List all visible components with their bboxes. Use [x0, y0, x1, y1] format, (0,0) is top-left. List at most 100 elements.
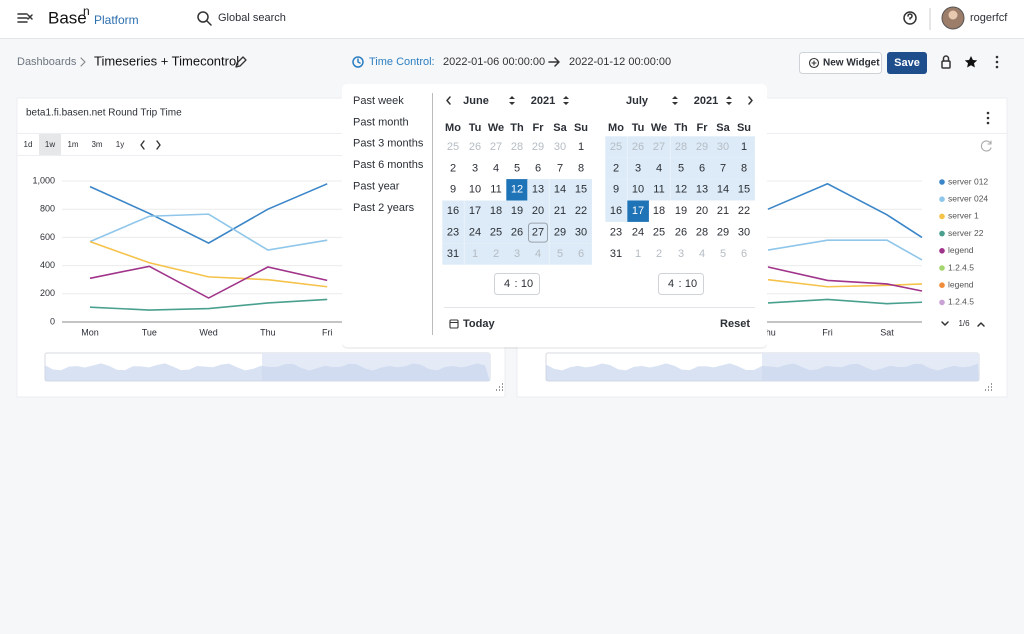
day[interactable]: 29: [696, 141, 708, 153]
preset[interactable]: Past 3 months: [353, 138, 424, 150]
day[interactable]: 28: [511, 141, 523, 153]
time-start[interactable]: 2022-01-06 00:00:00: [443, 56, 545, 68]
day[interactable]: 21: [554, 205, 566, 217]
day[interactable]: 3: [472, 162, 478, 174]
day[interactable]: 2: [613, 162, 619, 174]
day[interactable]: 29: [554, 227, 566, 239]
day[interactable]: 22: [575, 205, 587, 217]
legend-label[interactable]: legend: [948, 245, 974, 255]
select-arrows[interactable]: [509, 96, 515, 105]
month[interactable]: June: [463, 95, 489, 107]
today[interactable]: Today: [463, 318, 495, 330]
day[interactable]: 25: [490, 227, 502, 239]
day[interactable]: 13: [696, 184, 708, 196]
day[interactable]: 24: [469, 227, 481, 239]
day[interactable]: 1: [635, 248, 641, 260]
day[interactable]: 26: [469, 141, 481, 153]
day[interactable]: 23: [447, 227, 459, 239]
day[interactable]: 6: [741, 248, 747, 260]
reset[interactable]: Reset: [720, 318, 750, 330]
day[interactable]: 30: [575, 227, 587, 239]
day[interactable]: 1: [578, 141, 584, 153]
day[interactable]: 4: [535, 248, 541, 260]
legend-label[interactable]: server 024: [948, 193, 988, 203]
day[interactable]: 5: [678, 162, 684, 174]
day[interactable]: 26: [511, 227, 523, 239]
day[interactable]: 21: [717, 205, 729, 217]
day[interactable]: 25: [653, 227, 665, 239]
range-button[interactable]: 1w: [45, 140, 55, 149]
day[interactable]: 1: [472, 248, 478, 260]
day[interactable]: 30: [738, 227, 750, 239]
day[interactable]: 4: [656, 162, 662, 174]
day[interactable]: 5: [557, 248, 563, 260]
day[interactable]: 4: [493, 162, 499, 174]
day[interactable]: 22: [738, 205, 750, 217]
day[interactable]: 2: [450, 162, 456, 174]
day[interactable]: 27: [653, 141, 665, 153]
day[interactable]: 20: [696, 205, 708, 217]
range-arrows[interactable]: [140, 140, 161, 150]
day[interactable]: 15: [575, 184, 587, 196]
day[interactable]: 15: [738, 184, 750, 196]
day[interactable]: 2: [493, 248, 499, 260]
legend-next[interactable]: [977, 322, 985, 327]
save[interactable]: Save: [894, 57, 920, 69]
preset[interactable]: Past 2 years: [353, 202, 415, 214]
day[interactable]: 17: [469, 205, 481, 217]
day[interactable]: 27: [532, 227, 544, 239]
day[interactable]: 19: [675, 205, 687, 217]
day[interactable]: 30: [554, 141, 566, 153]
year[interactable]: 2021: [694, 95, 718, 107]
preset[interactable]: Past year: [353, 181, 400, 193]
time-end[interactable]: 2022-01-12 00:00:00: [569, 56, 671, 68]
search-icon[interactable]: [197, 11, 212, 26]
day[interactable]: 9: [613, 184, 619, 196]
legend-prev[interactable]: [941, 321, 949, 326]
prev-month[interactable]: [446, 96, 451, 105]
day[interactable]: 12: [675, 184, 687, 196]
range-button[interactable]: 1m: [67, 140, 78, 149]
time-input[interactable]: [494, 273, 540, 295]
day[interactable]: 25: [447, 141, 459, 153]
preset[interactable]: Past week: [353, 95, 404, 107]
year[interactable]: 2021: [531, 95, 555, 107]
day[interactable]: 3: [635, 162, 641, 174]
day[interactable]: 26: [675, 227, 687, 239]
day[interactable]: 30: [717, 141, 729, 153]
legend-label[interactable]: 1.2.4.5: [948, 262, 974, 272]
day[interactable]: 26: [632, 141, 644, 153]
day[interactable]: 16: [447, 205, 459, 217]
day[interactable]: 9: [450, 184, 456, 196]
minute[interactable]: 10: [521, 278, 533, 290]
day[interactable]: 14: [554, 184, 566, 196]
day[interactable]: 8: [741, 162, 747, 174]
day[interactable]: 3: [678, 248, 684, 260]
day[interactable]: 18: [653, 205, 665, 217]
day[interactable]: 11: [490, 184, 501, 196]
day[interactable]: 27: [490, 141, 502, 153]
day[interactable]: 7: [557, 162, 563, 174]
day[interactable]: 12: [511, 184, 523, 196]
day[interactable]: 16: [610, 205, 622, 217]
month[interactable]: July: [626, 95, 649, 107]
range-button[interactable]: 1y: [116, 140, 124, 149]
legend-label[interactable]: 1.2.4.5: [948, 297, 974, 307]
day[interactable]: 6: [578, 248, 584, 260]
day[interactable]: 1: [741, 141, 747, 153]
select-arrows[interactable]: [672, 96, 678, 105]
day[interactable]: 6: [699, 162, 705, 174]
select-arrows[interactable]: [726, 96, 732, 105]
day[interactable]: 11: [653, 184, 664, 196]
day[interactable]: 19: [511, 205, 523, 217]
minute[interactable]: 10: [685, 278, 697, 290]
menu-icon[interactable]: [17, 13, 33, 23]
search[interactable]: Global search: [218, 12, 286, 24]
range-button[interactable]: 1d: [24, 140, 33, 149]
day[interactable]: 2: [656, 248, 662, 260]
day[interactable]: 31: [610, 248, 622, 260]
day[interactable]: 28: [675, 141, 687, 153]
day[interactable]: 5: [514, 162, 520, 174]
day[interactable]: 23: [610, 227, 622, 239]
select-arrows[interactable]: [563, 96, 569, 105]
